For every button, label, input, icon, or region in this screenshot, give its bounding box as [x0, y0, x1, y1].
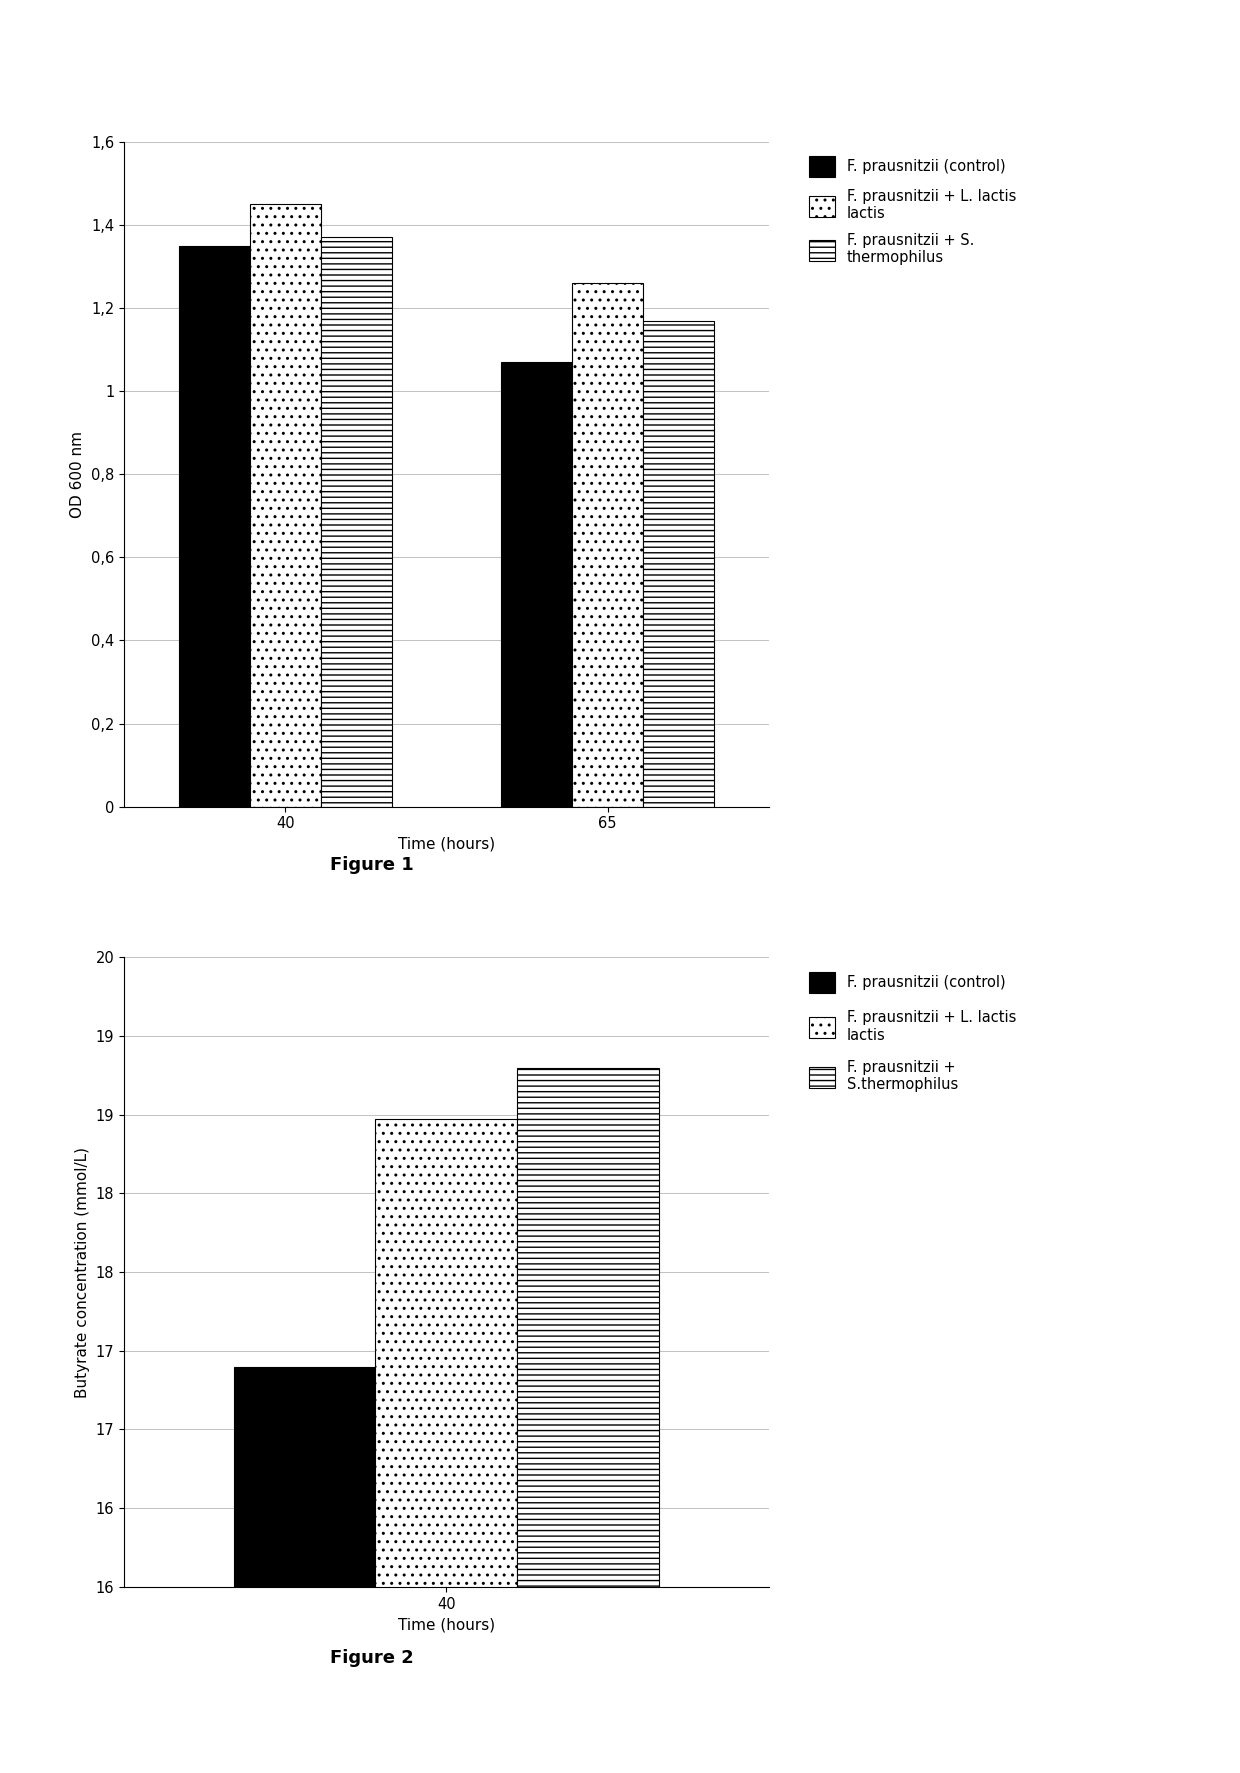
X-axis label: Time (hours): Time (hours)	[398, 1617, 495, 1633]
Bar	[644, 321, 714, 807]
X-axis label: Time (hours): Time (hours)	[398, 837, 495, 853]
Legend: F. prausnitzii (control), F. prausnitzii + L. lactis
lactis, F. prausnitzii + S.: F. prausnitzii (control), F. prausnitzii…	[802, 149, 1024, 273]
Text: Figure 2: Figure 2	[330, 1649, 414, 1667]
Bar	[321, 238, 392, 807]
Bar	[376, 1119, 517, 1773]
Bar	[501, 362, 572, 807]
Bar	[572, 284, 644, 807]
Bar	[249, 204, 321, 807]
Bar	[517, 1067, 660, 1773]
Bar	[233, 1367, 376, 1773]
Y-axis label: OD 600 nm: OD 600 nm	[71, 431, 86, 518]
Legend: F. prausnitzii (control), F. prausnitzii + L. lactis
lactis, F. prausnitzii +
S.: F. prausnitzii (control), F. prausnitzii…	[802, 965, 1024, 1099]
Y-axis label: Butyrate concentration (mmol/L): Butyrate concentration (mmol/L)	[74, 1147, 91, 1397]
Text: Figure 1: Figure 1	[330, 856, 414, 874]
Bar	[179, 246, 249, 807]
